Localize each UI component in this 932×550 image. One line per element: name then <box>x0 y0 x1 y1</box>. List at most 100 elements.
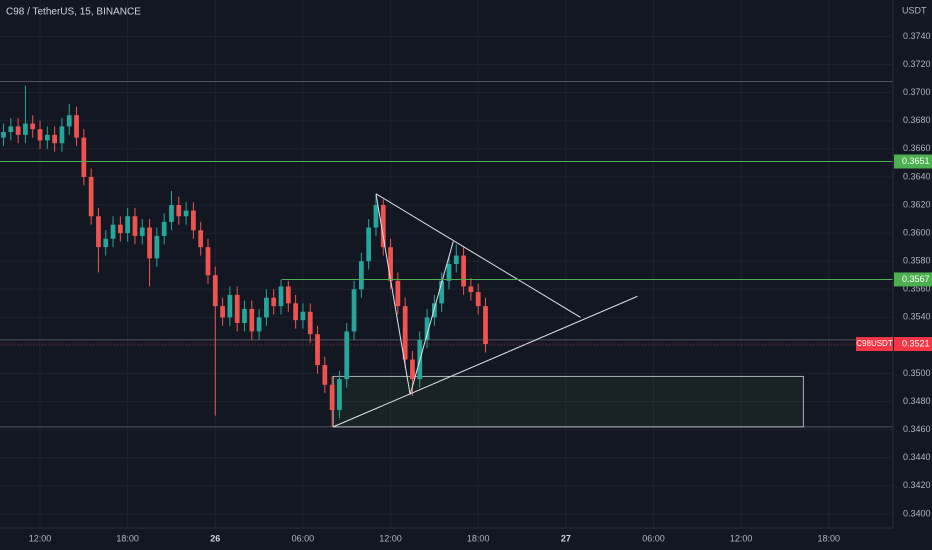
candle-body <box>424 317 430 340</box>
y-tick-label: 0.3560 <box>903 284 931 294</box>
candle-body <box>74 115 79 138</box>
candle-body <box>329 384 335 411</box>
symbol-badge <box>856 337 893 352</box>
x-tick-label: 18:00 <box>467 533 490 543</box>
candle-body <box>315 334 320 366</box>
y-tick-label: 0.3500 <box>903 368 931 378</box>
candle-body <box>1 132 6 138</box>
candle-body <box>300 311 306 321</box>
trend-line <box>375 193 581 318</box>
y-unit: USDT <box>902 5 927 15</box>
y-tick-label: 0.3720 <box>903 59 931 69</box>
candle-body <box>322 365 328 385</box>
x-tick-label: 06:00 <box>642 533 665 543</box>
candle-body <box>198 230 204 248</box>
candle-body <box>15 126 21 135</box>
candle-body <box>439 280 445 304</box>
price-badge-label: 0.3651 <box>902 156 930 166</box>
candle-body <box>103 238 109 248</box>
y-tick-label: 0.3600 <box>903 227 931 237</box>
candle-body <box>410 359 415 380</box>
candle-body <box>220 306 225 318</box>
range-box <box>332 375 804 428</box>
candle-body <box>66 115 72 127</box>
candle-body <box>154 235 160 259</box>
candle-body <box>132 216 138 236</box>
symbol-badge-label: C98USDT <box>856 339 893 348</box>
candle-body <box>227 294 233 318</box>
y-tick-label: 0.3400 <box>903 508 931 518</box>
price-badge-label: 0.3567 <box>902 274 930 284</box>
candle-body <box>366 227 372 262</box>
y-tick-label: 0.3480 <box>903 396 931 406</box>
price-badge <box>894 154 932 169</box>
candle-body <box>139 227 145 236</box>
trend-line <box>375 193 454 395</box>
chart-title: C98 / TetherUS, 15, BINANCE <box>6 7 141 18</box>
price-badge-label: 0.3521 <box>902 338 930 348</box>
candle-body <box>183 210 189 217</box>
y-tick-label: 0.3660 <box>903 143 931 153</box>
candle-body <box>285 286 291 304</box>
y-tick-label: 0.3460 <box>903 424 931 434</box>
candle-body <box>461 255 466 287</box>
candle-body <box>337 379 342 411</box>
candle-body <box>234 294 240 323</box>
candle-body <box>380 205 386 248</box>
price-badge <box>894 272 932 287</box>
y-tick-label: 0.3680 <box>903 115 931 125</box>
candle-body <box>388 247 393 281</box>
candle-body <box>256 317 262 332</box>
x-tick-label: 18:00 <box>116 533 139 543</box>
candle-body <box>395 280 401 307</box>
candle-body <box>453 255 459 264</box>
x-tick-label: 27 <box>561 533 571 543</box>
trend-line <box>332 295 638 428</box>
candle-body <box>8 126 14 132</box>
candle-body <box>23 123 28 135</box>
candle-body <box>110 224 116 239</box>
candle-body <box>81 137 87 177</box>
candle-body <box>271 297 277 307</box>
candle-body <box>37 129 43 141</box>
candle-body <box>117 224 123 234</box>
candle-body <box>402 306 408 360</box>
candle-body <box>59 126 65 144</box>
candle-body <box>44 134 50 141</box>
x-tick-label: 12:00 <box>29 533 52 543</box>
candle-body <box>358 261 364 290</box>
y-tick-label: 0.3540 <box>903 312 931 322</box>
candle-body <box>351 289 357 332</box>
candle-body <box>191 210 196 231</box>
candle-body <box>264 297 269 318</box>
candle-body <box>249 308 255 332</box>
candle-body <box>176 205 182 217</box>
y-tick-label: 0.3700 <box>903 87 931 97</box>
x-tick-label: 26 <box>210 533 220 543</box>
y-tick-label: 0.3620 <box>903 199 931 209</box>
x-tick-label: 12:00 <box>730 533 753 543</box>
y-tick-label: 0.3640 <box>903 171 931 181</box>
candle-body <box>96 216 101 248</box>
candle-body <box>446 264 452 281</box>
candle-body <box>52 134 57 144</box>
x-tick-label: 18:00 <box>817 533 840 543</box>
candle-body <box>475 292 481 307</box>
price-badge <box>894 337 932 352</box>
candle-body <box>169 205 174 222</box>
candle-body <box>30 123 36 130</box>
y-tick-label: 0.3420 <box>903 480 931 490</box>
candle-body <box>88 176 94 217</box>
x-tick-label: 06:00 <box>292 533 315 543</box>
candle-body <box>373 205 379 228</box>
x-tick-label: 12:00 <box>379 533 402 543</box>
y-tick-label: 0.3440 <box>903 452 931 462</box>
candle-body <box>125 216 131 234</box>
candle-body <box>161 221 167 236</box>
y-tick-label: 0.3580 <box>903 256 931 266</box>
candle-body <box>205 247 211 276</box>
candle-body <box>307 311 313 335</box>
candle-body <box>468 286 474 293</box>
